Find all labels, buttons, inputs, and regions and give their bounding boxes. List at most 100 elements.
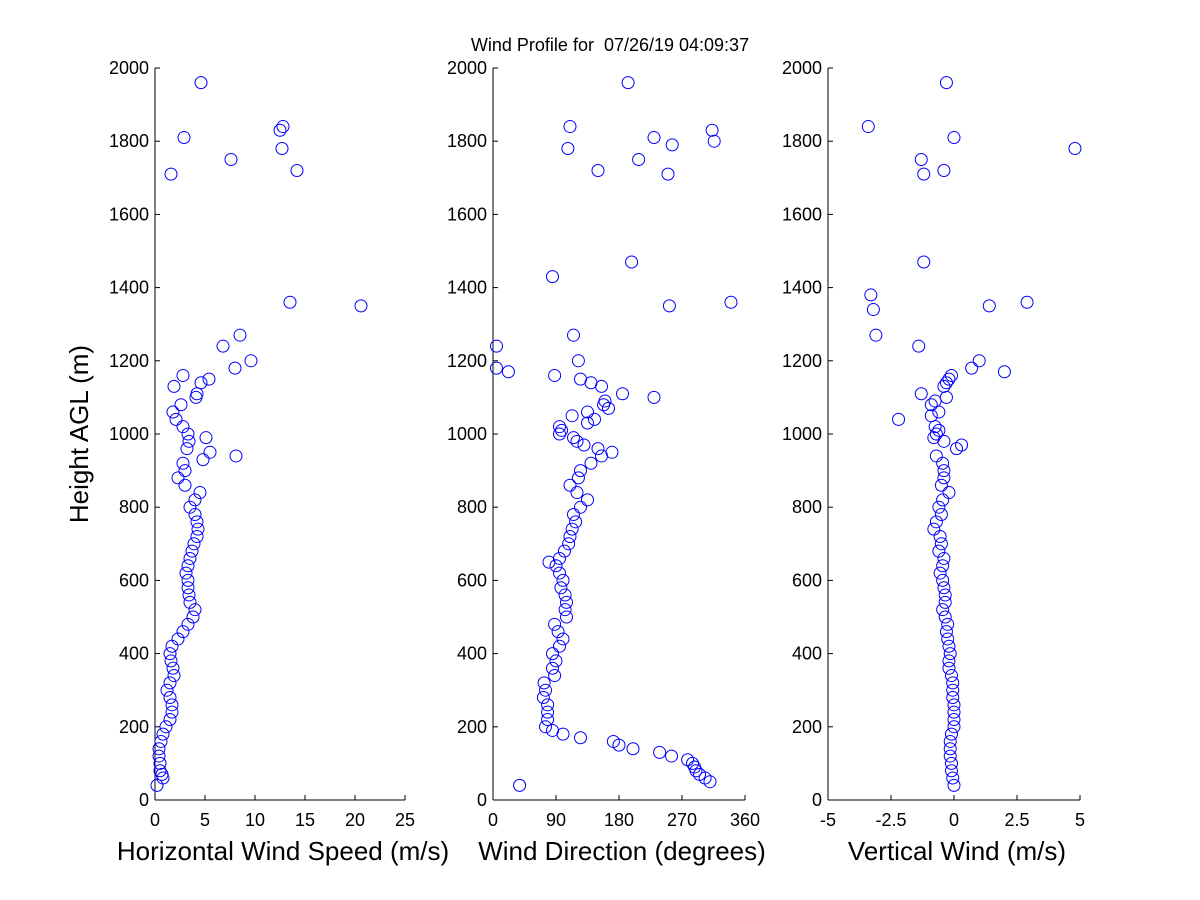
point — [181, 559, 195, 573]
point — [185, 544, 199, 558]
point — [724, 295, 738, 309]
point — [932, 544, 946, 558]
point — [982, 299, 996, 313]
point — [929, 515, 943, 529]
point — [275, 142, 289, 156]
point — [186, 610, 200, 624]
point — [159, 720, 173, 734]
point — [563, 120, 577, 134]
point — [686, 756, 699, 770]
point — [354, 299, 368, 313]
y-tick-label: 200 — [119, 717, 149, 737]
point — [937, 471, 951, 485]
point — [937, 163, 951, 177]
x-tick-label: 15 — [295, 810, 315, 830]
point — [554, 581, 568, 595]
point — [179, 566, 193, 580]
point — [574, 464, 587, 478]
y-tick-label: 1800 — [109, 131, 149, 151]
y-tick-label: 600 — [119, 570, 149, 590]
point — [939, 76, 953, 90]
y-tick-label: 1200 — [447, 351, 487, 371]
chart-title: Wind Profile for 07/26/19 04:09:37 — [471, 35, 749, 55]
point — [553, 639, 566, 653]
point — [163, 676, 177, 690]
y-tick-label: 800 — [119, 497, 149, 517]
point — [626, 742, 640, 756]
point — [705, 123, 719, 137]
point — [174, 398, 188, 412]
point — [546, 661, 559, 675]
point — [937, 434, 951, 448]
point — [244, 354, 258, 368]
point — [616, 387, 629, 401]
point — [707, 134, 721, 148]
point — [929, 427, 943, 441]
point — [562, 537, 576, 551]
point — [166, 661, 180, 675]
point — [283, 295, 297, 309]
point — [571, 471, 585, 485]
point — [932, 423, 946, 437]
point — [943, 742, 957, 756]
point — [154, 734, 168, 748]
point — [501, 365, 515, 379]
point — [567, 328, 580, 342]
point — [947, 705, 961, 719]
point — [182, 434, 196, 448]
point — [188, 603, 202, 617]
point — [955, 438, 969, 452]
y-tick-label: 1200 — [782, 351, 822, 371]
point — [570, 434, 584, 448]
point — [942, 639, 956, 653]
point — [581, 405, 594, 419]
point — [946, 691, 960, 705]
point — [653, 745, 667, 759]
point — [153, 764, 167, 778]
point — [546, 723, 559, 737]
point — [546, 270, 559, 284]
x-tick-label: 180 — [604, 810, 634, 830]
point — [621, 76, 635, 90]
point — [947, 712, 961, 726]
y-tick-label: 400 — [792, 644, 822, 664]
point — [936, 573, 950, 587]
y-tick-label: 1800 — [782, 131, 822, 151]
point — [196, 453, 210, 467]
y-tick-label: 600 — [457, 570, 487, 590]
point — [152, 742, 166, 756]
point — [163, 691, 177, 705]
point — [605, 445, 619, 459]
point — [946, 683, 960, 697]
point — [555, 423, 569, 437]
point — [942, 486, 956, 500]
point — [939, 376, 953, 390]
point — [539, 683, 552, 697]
point — [944, 669, 958, 683]
point — [997, 365, 1011, 379]
point — [914, 387, 928, 401]
point — [934, 508, 948, 522]
point — [942, 372, 956, 386]
point — [546, 647, 559, 661]
point — [869, 328, 883, 342]
y-tick-label: 400 — [457, 644, 487, 664]
point — [571, 354, 585, 368]
y-tick-label: 0 — [477, 790, 487, 810]
point — [937, 551, 951, 565]
x-tick-label: -2.5 — [875, 810, 906, 830]
point — [224, 153, 238, 166]
point — [182, 588, 196, 602]
point — [1068, 142, 1082, 156]
point — [647, 390, 661, 404]
point — [156, 727, 170, 741]
point — [912, 339, 926, 353]
point — [171, 632, 185, 646]
y-tick-label: 1400 — [782, 278, 822, 298]
point — [647, 131, 661, 145]
point — [570, 486, 584, 500]
point — [181, 573, 195, 587]
point — [693, 767, 706, 781]
point — [565, 522, 579, 536]
point — [943, 647, 957, 661]
